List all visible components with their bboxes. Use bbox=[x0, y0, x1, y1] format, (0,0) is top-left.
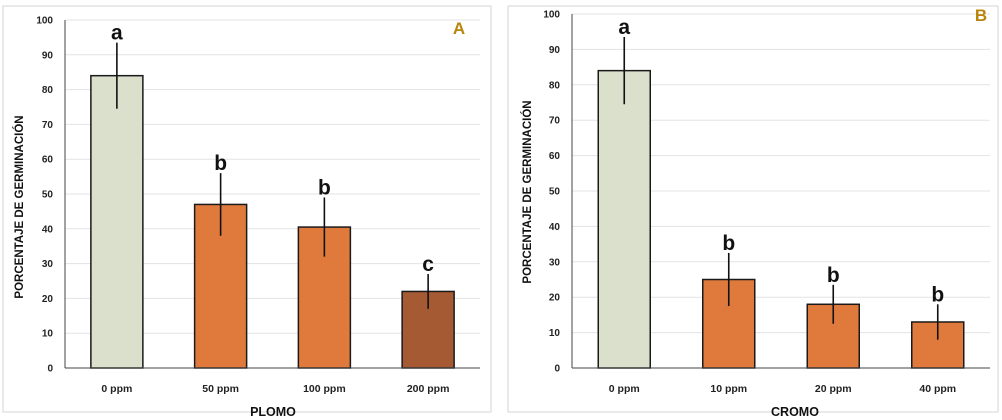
y-tick-label: 80 bbox=[549, 80, 561, 91]
y-tick-label: 90 bbox=[549, 45, 561, 56]
y-tick-label: 30 bbox=[42, 259, 54, 270]
y-tick-label: 100 bbox=[36, 16, 53, 27]
x-tick-labels: 0 ppm 10 ppm 20 ppm 40 ppm bbox=[609, 383, 956, 395]
significance-letter: b bbox=[931, 283, 944, 306]
y-tick-label: 80 bbox=[42, 85, 54, 96]
bar-1 bbox=[90, 74, 144, 369]
y-tick-label: 10 bbox=[42, 329, 54, 340]
y-tick-labels: 0 10 20 30 40 50 60 70 80 90 100 bbox=[543, 10, 560, 375]
significance-letters: a b b c bbox=[111, 22, 434, 276]
significance-letter: c bbox=[422, 253, 434, 276]
significance-letter: a bbox=[618, 16, 630, 39]
panel-label: A bbox=[453, 19, 465, 38]
y-tick-label: 70 bbox=[42, 120, 54, 131]
y-tick-label: 90 bbox=[42, 50, 54, 61]
y-tick-label: 20 bbox=[549, 293, 561, 304]
y-axis-label: PORCENTAJE DE GERMINACIÓN bbox=[13, 115, 26, 298]
x-tick-label: 0 ppm bbox=[101, 383, 132, 395]
x-tick-label: 10 ppm bbox=[710, 383, 747, 395]
axes bbox=[64, 20, 480, 369]
error-bars bbox=[623, 37, 939, 340]
chart-panel-cromo: 0 10 20 30 40 50 60 70 80 90 100 0 ppm 10 ppm 20 ppm… bbox=[507, 5, 999, 419]
x-axis-label: PLOMO bbox=[250, 405, 296, 419]
y-tick-label: 60 bbox=[549, 151, 561, 162]
significance-letter: a bbox=[111, 22, 123, 45]
y-tick-label: 40 bbox=[549, 222, 561, 233]
axes bbox=[571, 14, 990, 369]
y-tick-label: 70 bbox=[549, 116, 561, 127]
x-tick-label: 20 ppm bbox=[815, 383, 852, 395]
significance-letter: b bbox=[318, 176, 331, 199]
x-tick-label: 200 ppm bbox=[407, 383, 450, 395]
y-tick-label: 40 bbox=[42, 224, 54, 235]
bars bbox=[90, 74, 455, 369]
panel-frame bbox=[507, 5, 999, 413]
significance-letter: b bbox=[827, 264, 840, 287]
y-tick-label: 0 bbox=[47, 364, 53, 375]
panel-frame bbox=[2, 5, 492, 413]
y-tick-label: 30 bbox=[549, 257, 561, 268]
y-tick-labels: 0 10 20 30 40 50 60 70 80 90 100 bbox=[36, 16, 53, 375]
bars bbox=[597, 69, 965, 369]
y-tick-label: 0 bbox=[554, 364, 560, 375]
y-tick-label: 20 bbox=[42, 294, 54, 305]
y-tick-label: 50 bbox=[42, 190, 54, 201]
y-tick-label: 10 bbox=[549, 328, 561, 339]
chart-panel-plomo: 0 10 20 30 40 50 60 70 80 90 100 0 ppm 50 ppm 100 pp… bbox=[2, 5, 492, 419]
x-tick-labels: 0 ppm 50 ppm 100 ppm 200 ppm bbox=[101, 383, 449, 395]
error-bars bbox=[116, 42, 429, 309]
bar-1 bbox=[597, 69, 651, 369]
y-axis-label: PORCENTAJE DE GERMINACIÓN bbox=[521, 100, 534, 283]
y-tick-label: 50 bbox=[549, 187, 561, 198]
significance-letter: b bbox=[722, 232, 735, 255]
significance-letter: b bbox=[214, 152, 227, 175]
significance-letters: a b b b bbox=[618, 16, 944, 306]
x-axis-label: CROMO bbox=[771, 405, 819, 419]
x-tick-label: 50 ppm bbox=[202, 383, 239, 395]
y-tick-label: 100 bbox=[543, 10, 560, 21]
panel-label: B bbox=[975, 6, 987, 25]
x-tick-label: 100 ppm bbox=[303, 383, 346, 395]
y-tick-label: 60 bbox=[42, 155, 54, 166]
x-tick-label: 40 ppm bbox=[919, 383, 956, 395]
x-tick-label: 0 ppm bbox=[609, 383, 640, 395]
